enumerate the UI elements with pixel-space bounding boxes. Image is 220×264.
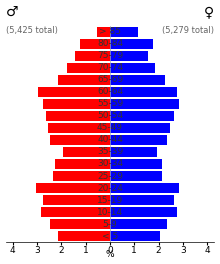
Text: 65-69: 65-69 xyxy=(97,75,123,84)
Bar xyxy=(46,111,110,121)
Bar xyxy=(110,207,177,217)
Bar xyxy=(41,207,110,217)
Text: 5-9: 5-9 xyxy=(103,220,117,229)
Text: > 85: > 85 xyxy=(99,27,121,36)
Text: ♀: ♀ xyxy=(204,5,214,19)
Bar xyxy=(36,183,110,193)
Bar xyxy=(51,135,110,145)
Text: (5,279 total): (5,279 total) xyxy=(162,26,214,35)
Bar xyxy=(48,123,110,133)
Bar xyxy=(63,147,110,157)
Bar xyxy=(110,75,165,85)
Text: 55-59: 55-59 xyxy=(97,99,123,109)
Bar xyxy=(110,135,167,145)
Text: 15-19: 15-19 xyxy=(97,196,123,205)
Bar xyxy=(110,231,160,241)
Bar xyxy=(110,99,179,109)
Bar xyxy=(38,87,110,97)
Bar xyxy=(110,27,138,37)
Bar xyxy=(58,75,110,85)
Bar xyxy=(51,219,110,229)
Text: 35-39: 35-39 xyxy=(97,148,123,157)
Bar xyxy=(97,27,110,37)
Text: 45-49: 45-49 xyxy=(97,124,123,133)
Text: 10-14: 10-14 xyxy=(97,208,123,216)
Bar xyxy=(110,39,152,49)
Bar xyxy=(110,111,174,121)
Text: 25-29: 25-29 xyxy=(97,172,123,181)
Bar xyxy=(68,63,110,73)
Text: ♂: ♂ xyxy=(6,5,18,19)
Bar xyxy=(110,159,162,169)
Text: < 5: < 5 xyxy=(102,232,118,241)
Text: 20-24: 20-24 xyxy=(97,183,123,192)
Text: 40-44: 40-44 xyxy=(97,135,123,144)
Bar xyxy=(110,183,179,193)
Bar xyxy=(110,171,162,181)
Bar xyxy=(110,219,167,229)
Bar xyxy=(43,195,110,205)
Bar xyxy=(80,39,110,49)
Text: 70-74: 70-74 xyxy=(97,63,123,72)
Text: 30-34: 30-34 xyxy=(97,159,123,168)
Text: %: % xyxy=(106,250,114,259)
Bar xyxy=(110,51,148,61)
Text: 50-54: 50-54 xyxy=(97,111,123,120)
Bar xyxy=(43,99,110,109)
Text: (5,425 total): (5,425 total) xyxy=(6,26,57,35)
Text: 80-84: 80-84 xyxy=(97,39,123,48)
Bar xyxy=(75,51,110,61)
Text: 75-79: 75-79 xyxy=(97,51,123,60)
Bar xyxy=(110,63,155,73)
Bar xyxy=(55,159,110,169)
Bar xyxy=(110,123,169,133)
Bar xyxy=(58,231,110,241)
Bar xyxy=(110,195,174,205)
Bar xyxy=(53,171,110,181)
Text: 60-64: 60-64 xyxy=(97,87,123,96)
Bar xyxy=(110,147,157,157)
Bar xyxy=(110,87,177,97)
